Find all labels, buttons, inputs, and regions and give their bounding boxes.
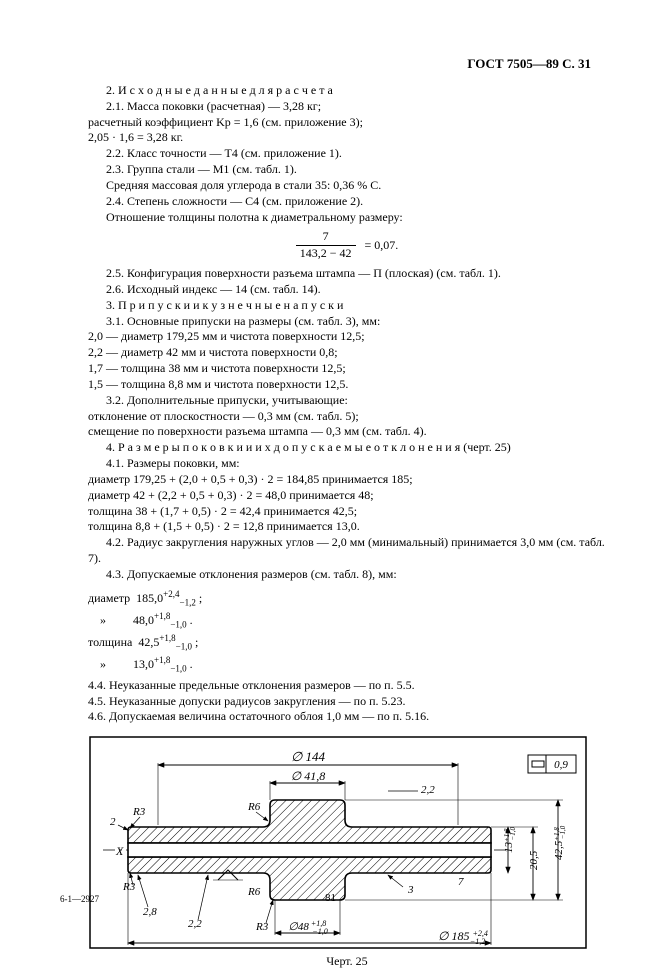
dim-h13: 13 — [503, 842, 515, 854]
line: 4.4. Неуказанные предельные отклонения р… — [88, 678, 606, 694]
dim-d48d: −1,0 — [312, 927, 327, 936]
tol-lower: −1,2 — [180, 597, 196, 607]
dim-d185d: −1,2 — [470, 937, 485, 946]
line: отклонение от плоскостности — 0,3 мм (см… — [88, 409, 606, 425]
svg-text:42,5+1,8−1,0: 42,5+1,8−1,0 — [553, 826, 567, 861]
line: расчетный коэффициент Kр = 1,6 (см. прил… — [88, 115, 606, 131]
tol-label: толщина — [88, 635, 132, 649]
dim-d144: ∅ 144 — [291, 749, 326, 764]
tol-upper: +2,4 — [163, 589, 179, 599]
line: толщина 8,8 + (1,5 + 0,5) · 2 = 12,8 при… — [88, 519, 606, 535]
dim-22b: 2,2 — [188, 918, 202, 930]
line: 1,5 — толщина 8,8 мм и чистота поверхнос… — [88, 377, 606, 393]
tol-lower: −1,0 — [176, 642, 192, 652]
tol-value: 185,0 — [136, 591, 163, 605]
svg-text:13+1,8−1,0: 13+1,8−1,0 — [503, 827, 517, 853]
tol-upper: +1,8 — [159, 633, 175, 643]
dim-r3: R3 — [132, 806, 146, 818]
body-text: 2. И с х о д н ы е д а н н ы е д л я р а… — [88, 83, 606, 725]
tolerance-item: » 13,0+1,8−1,0 . — [88, 655, 606, 675]
page-number: 81 — [0, 891, 661, 906]
line: 1,7 — толщина 38 мм и чистота поверхност… — [88, 361, 606, 377]
line: 2.3. Группа стали — М1 (см. табл. 1). — [88, 162, 606, 178]
tolerance-list: диаметр 185,0+2,4−1,2 ; » 48,0+1,8−1,0 .… — [88, 589, 606, 676]
tol-upper: +1,8 — [154, 655, 170, 665]
line: 2. И с х о д н ы е д а н н ы е д л я р а… — [88, 83, 606, 99]
ditto-mark: » — [88, 657, 118, 673]
line: диаметр 179,25 + (2,0 + 0,5 + 0,3) · 2 =… — [88, 472, 606, 488]
tol-label: диаметр — [88, 591, 130, 605]
technical-drawing: ∅ 144 ∅ 41,8 2,2 R3 R6 2 X R3 2,8 — [88, 735, 606, 970]
tolerance-item: диаметр 185,0+2,4−1,2 ; — [88, 589, 606, 609]
line: 2,0 — диаметр 179,25 мм и чистота поверх… — [88, 329, 606, 345]
dim-h13d: −1,0 — [509, 827, 517, 841]
line: 2.1. Масса поковки (расчетная) — 3,28 кг… — [88, 99, 606, 115]
dim-28: 2,8 — [143, 906, 157, 918]
line: 2.2. Класс точности — Т4 (см. приложение… — [88, 146, 606, 162]
line: 2.4. Степень сложности — С4 (см. приложе… — [88, 194, 606, 210]
dim-r6: R6 — [247, 801, 261, 813]
tol-value: 13,0 — [133, 657, 154, 671]
tol-value: 42,5 — [138, 635, 159, 649]
line: Средняя массовая доля углерода в стали 3… — [88, 178, 606, 194]
tol-value: 48,0 — [133, 613, 154, 627]
dim-h205: 20,5 — [528, 850, 540, 870]
line: 4.2. Радиус закругления наружных углов —… — [88, 535, 606, 567]
flatness-value: 0,9 — [554, 759, 568, 771]
line: 3. П р и п у с к и и к у з н е ч н ы е н… — [88, 298, 606, 314]
dim-d48: ∅48 — [288, 921, 309, 933]
line: 4.6. Допускаемая величина остаточного об… — [88, 709, 606, 725]
line: 3.2. Дополнительные припуски, учитывающи… — [88, 393, 606, 409]
line: 4. Р а з м е р ы п о к о в к и и и х д о… — [88, 440, 606, 456]
dim-r3c: R3 — [255, 921, 269, 933]
svg-text:∅48+1,8−1,0: ∅48+1,8−1,0 — [288, 919, 327, 936]
frac-den: 143,2 − 42 — [296, 245, 356, 262]
line: диаметр 42 + (2,2 + 0,5 + 0,3) · 2 = 48,… — [88, 488, 606, 504]
dim-d185: ∅ 185 — [438, 929, 469, 943]
svg-text:∅ 185 +2,4−1,2: ∅ 185 +2,4−1,2 — [438, 929, 488, 946]
tolerance-item: » 48,0+1,8−1,0 . — [88, 611, 606, 631]
line: Отношение толщины полотна к диаметрально… — [88, 210, 606, 226]
line: 2,2 — диаметр 42 мм и чистота поверхност… — [88, 345, 606, 361]
dim-d418: ∅ 41,8 — [291, 769, 325, 783]
ditto-mark: » — [88, 613, 118, 629]
line: 3.1. Основные припуски на размеры (см. т… — [88, 314, 606, 330]
frac-num: 7 — [296, 229, 356, 245]
tolerance-item: толщина 42,5+1,8−1,0 ; — [88, 633, 606, 653]
drawing-caption: Черт. 25 — [88, 954, 606, 970]
drawing-svg: ∅ 144 ∅ 41,8 2,2 R3 R6 2 X R3 2,8 — [88, 735, 588, 950]
line: смещение по поверхности разъема штампа —… — [88, 424, 606, 440]
line: 2,05 · 1,6 = 3,28 кг. — [88, 130, 606, 146]
tol-lower: −1,0 — [170, 619, 186, 629]
dim-2: 2 — [110, 816, 116, 828]
tol-upper: +1,8 — [154, 611, 170, 621]
dim-h425: 42,5 — [553, 840, 565, 860]
line: 4.1. Размеры поковки, мм: — [88, 456, 606, 472]
dim-h425d: −1,0 — [559, 826, 567, 840]
frac-result: = 0,07. — [365, 238, 399, 252]
line: 4.3. Допускаемые отклонения размеров (см… — [88, 567, 606, 583]
dim-22: 2,2 — [421, 784, 435, 796]
dim-x: X — [115, 844, 124, 858]
dim-7: 7 — [458, 876, 464, 888]
line: толщина 38 + (1,7 + 0,5) · 2 = 42,4 прин… — [88, 504, 606, 520]
line: 2.5. Конфигурация поверхности разъема шт… — [88, 266, 606, 282]
line: 2.6. Исходный индекс — 14 (см. табл. 14)… — [88, 282, 606, 298]
fraction: 7 143,2 − 42 = 0,07. — [88, 229, 606, 262]
tol-lower: −1,0 — [170, 664, 186, 674]
line: 4.5. Неуказанные допуски радиусов закруг… — [88, 694, 606, 710]
doc-reference: ГОСТ 7505—89 С. 31 — [467, 55, 591, 72]
